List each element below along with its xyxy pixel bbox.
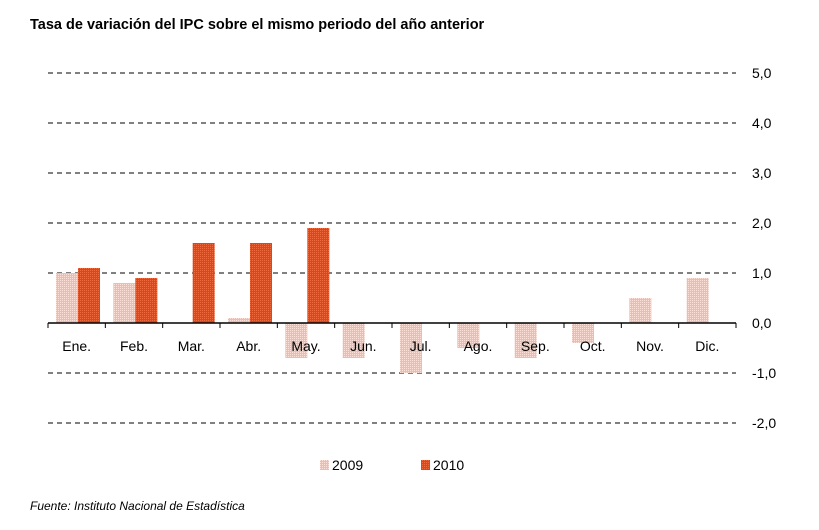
bar-2010-Ene. (78, 268, 100, 323)
y-tick-label: -1,0 (752, 365, 776, 381)
y-tick-label: 4,0 (752, 115, 772, 131)
x-tick-label: Jul. (410, 338, 432, 354)
x-tick-label: Jun. (350, 338, 376, 354)
legend-label: 2010 (433, 457, 464, 473)
y-tick-label: 5,0 (752, 65, 772, 81)
legend-label: 2009 (332, 457, 363, 473)
bar-2009-Ene. (56, 273, 78, 323)
bar-2009-Dic. (686, 278, 709, 323)
bar-2009-Ago. (457, 323, 480, 348)
chart-source: Fuente: Instituto Nacional de Estadístic… (30, 499, 245, 513)
x-tick-label: Oct. (580, 338, 606, 354)
legend-swatch-2010 (421, 460, 430, 470)
x-tick-label: Sep. (521, 338, 550, 354)
bar-2010-May. (307, 228, 330, 323)
y-tick-label: 1,0 (752, 265, 772, 281)
y-tick-label: 0,0 (752, 315, 772, 331)
bar-2009-Abr. (228, 318, 250, 323)
bar-2010-Abr. (250, 243, 272, 323)
y-tick-label: 3,0 (752, 165, 772, 181)
x-tick-label: Feb. (120, 338, 148, 354)
bar-2009-Jun. (342, 323, 365, 358)
chart-title: Tasa de variación del IPC sobre el mismo… (30, 17, 485, 33)
x-tick-label: Mar. (178, 338, 205, 354)
bar-2009-Feb. (113, 283, 136, 323)
y-tick-label: 2,0 (752, 215, 772, 231)
bar-2009-Sep. (514, 323, 537, 358)
x-tick-label: Nov. (636, 338, 664, 354)
x-tick-label: Dic. (695, 338, 719, 354)
x-tick-label: Ene. (62, 338, 91, 354)
bar-2010-Mar. (192, 243, 215, 323)
bar-2009-May. (285, 323, 308, 358)
legend-swatch-2009 (320, 460, 329, 470)
bar-2010-Feb. (135, 278, 158, 323)
bar-2009-Nov. (629, 298, 652, 323)
x-tick-label: May. (291, 338, 320, 354)
y-tick-label: -2,0 (752, 415, 776, 431)
x-tick-label: Ago. (464, 338, 493, 354)
x-tick-label: Abr. (236, 338, 261, 354)
bar-2009-Jul. (400, 323, 422, 373)
bar-2009-Oct. (572, 323, 594, 343)
